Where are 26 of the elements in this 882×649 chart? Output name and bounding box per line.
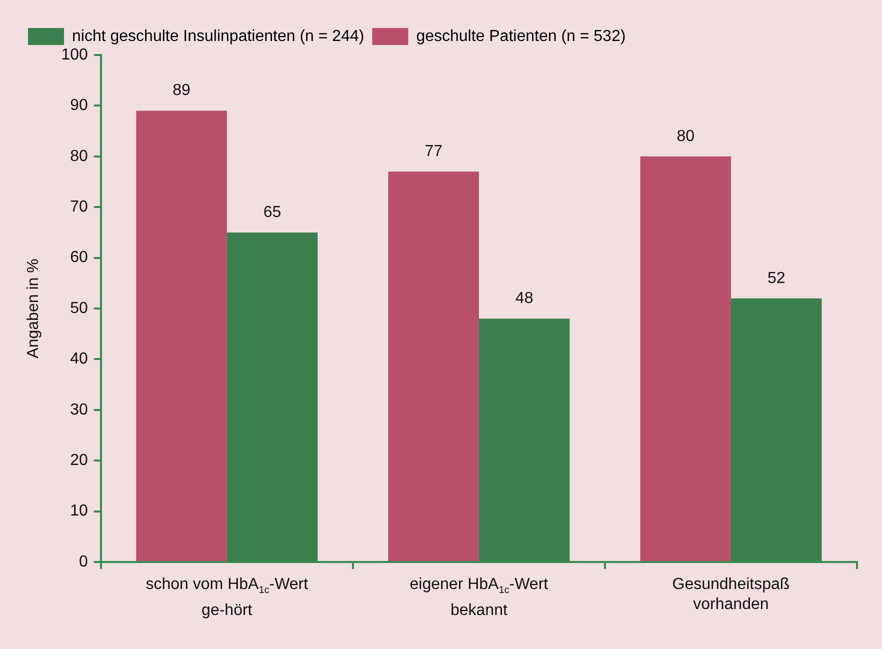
y-tick-label: 70 [70, 198, 88, 216]
bar [136, 110, 227, 561]
data-label: 89 [172, 82, 191, 100]
y-axis-title: Angaben in % [25, 258, 42, 358]
category-label: schon vom HbA$_{1c}$-Wert ge-hört [146, 576, 308, 620]
data-label: 80 [676, 128, 695, 145]
data-label: 65 [263, 204, 282, 221]
y-tick-label: 40 [70, 350, 88, 368]
x-tick-label: Gesundheitspaß vorhanden [671, 575, 791, 615]
y-tick-label: 100 [61, 46, 88, 64]
y-tick-label: 60 [70, 249, 88, 266]
bar [640, 156, 731, 561]
y-tick-label: 80 [70, 148, 88, 165]
y-tick-label: 50 [70, 300, 88, 317]
legend-label: geschulte Patienten (n = 532) [416, 28, 626, 45]
y-tick-label: 90 [70, 97, 88, 114]
bar [388, 172, 479, 561]
y-tick-label: 0 [78, 553, 88, 570]
y-tick-label: 20 [70, 452, 88, 470]
legend-label: nicht geschulte Insulinpatienten (n = 244) [72, 28, 364, 45]
data-label: 52 [767, 270, 786, 287]
data-label: 48 [515, 290, 534, 308]
x-tick-label: eigener HbA$_{1c}$-Wert bekannt [408, 575, 550, 622]
y-tick-label: 30 [70, 401, 88, 418]
data-label: 77 [424, 143, 443, 160]
y-tick-label: 10 [70, 502, 88, 520]
